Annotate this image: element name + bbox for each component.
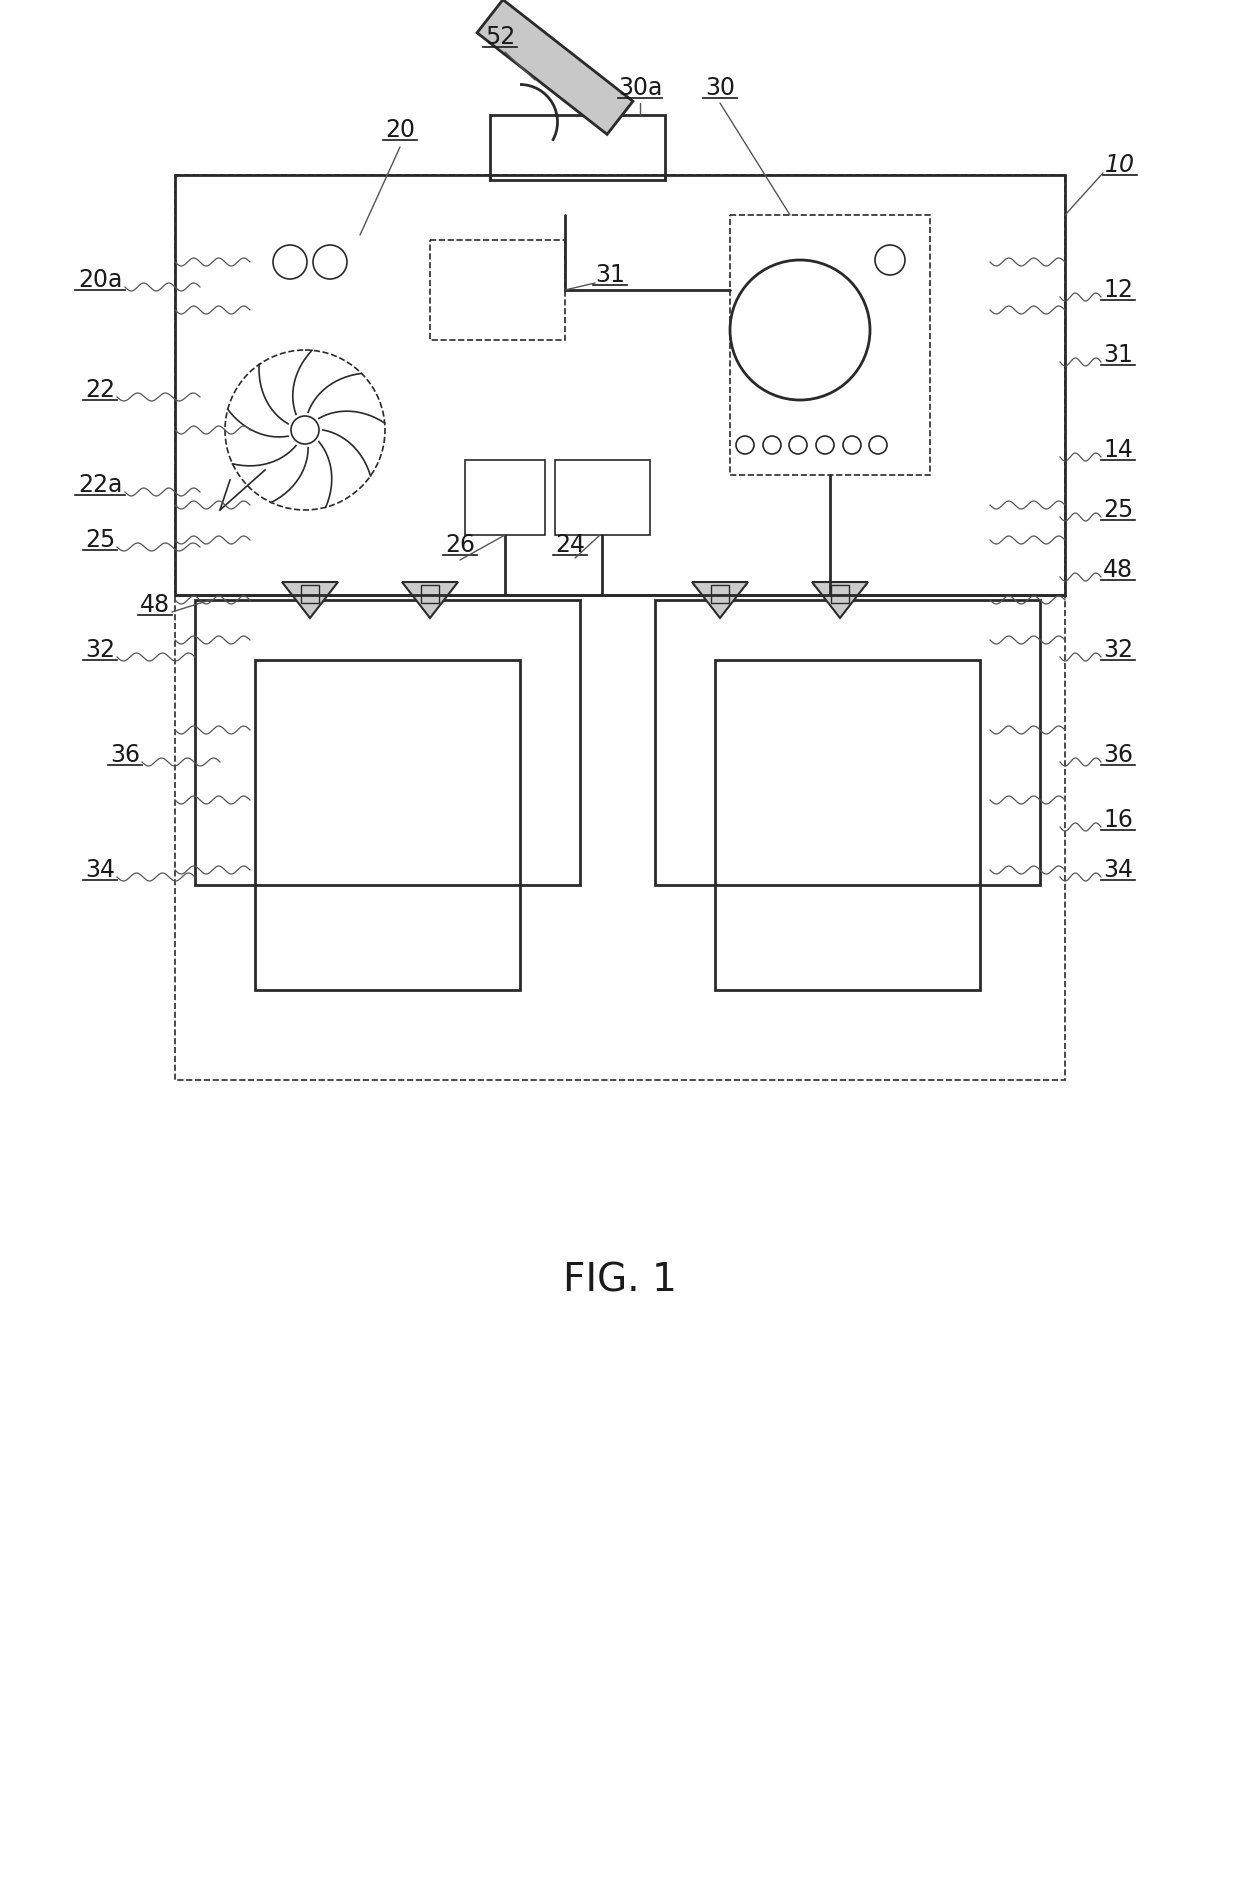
Bar: [490, 115, 665, 180]
Polygon shape: [477, 0, 632, 134]
Text: 31: 31: [595, 263, 625, 287]
Text: 34: 34: [1104, 859, 1133, 881]
Text: 20: 20: [384, 117, 415, 142]
Polygon shape: [402, 582, 458, 618]
Bar: [301, 584, 319, 603]
Bar: [430, 240, 565, 340]
Text: 48: 48: [140, 594, 170, 616]
Text: 34: 34: [86, 859, 115, 881]
Bar: [175, 176, 1065, 596]
Text: 36: 36: [110, 743, 140, 768]
Text: 14: 14: [1104, 439, 1133, 461]
Bar: [715, 660, 980, 991]
Text: 48: 48: [1102, 558, 1133, 582]
Text: 12: 12: [1104, 278, 1133, 303]
Bar: [195, 599, 580, 885]
Text: 26: 26: [445, 533, 475, 558]
Bar: [655, 599, 1040, 885]
Bar: [711, 584, 729, 603]
Bar: [255, 660, 520, 991]
Text: FIG. 1: FIG. 1: [563, 1261, 677, 1299]
Bar: [730, 216, 930, 475]
Bar: [465, 460, 546, 535]
Text: 25: 25: [84, 528, 115, 552]
Polygon shape: [812, 582, 868, 618]
Text: 30: 30: [706, 76, 735, 100]
Text: 24: 24: [556, 533, 585, 558]
Text: 22a: 22a: [78, 473, 123, 497]
Polygon shape: [281, 582, 339, 618]
Text: 20a: 20a: [78, 269, 123, 291]
Text: 36: 36: [1104, 743, 1133, 768]
Text: 25: 25: [1102, 497, 1133, 522]
Bar: [422, 584, 439, 603]
Text: 30a: 30a: [618, 76, 662, 100]
Text: 32: 32: [1104, 637, 1133, 662]
Text: 52: 52: [485, 25, 515, 49]
Text: 31: 31: [1104, 342, 1133, 367]
Bar: [556, 460, 650, 535]
Bar: [175, 176, 1065, 1080]
Text: 22: 22: [86, 378, 115, 403]
Text: 16: 16: [1104, 807, 1133, 832]
Text: 32: 32: [86, 637, 115, 662]
Bar: [831, 584, 849, 603]
Polygon shape: [692, 582, 748, 618]
Text: 10: 10: [1105, 153, 1135, 178]
